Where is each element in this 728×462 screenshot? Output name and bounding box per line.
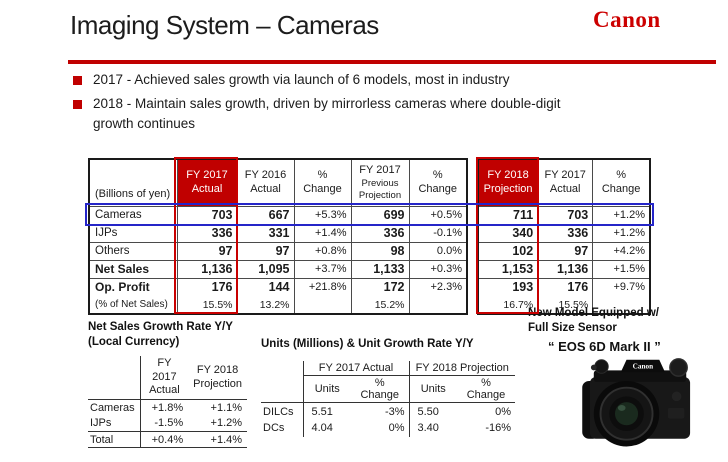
col-header-fy2017-previous-projection: FY 2017 Previous Projection: [350, 158, 410, 207]
financial-table-left: (Billions of yen) FY 2017 Actual FY 2016…: [88, 158, 468, 315]
table-row-cameras: Cameras 703 667 +5.3% 699 +0.5%: [88, 205, 468, 225]
product-caption-line2: Full Size Sensor: [528, 321, 617, 334]
table-row-pct-of-net-sales: (% of Net Sales) 15.5% 13.2% 15.2%: [88, 296, 468, 315]
camera-brand-label: Canon: [633, 362, 653, 370]
group-header-row: FY 2017 Actual FY 2018 Projection: [261, 360, 515, 377]
canon-logo: Canon: [593, 7, 661, 32]
growth-table-subtitle: (Local Currency): [88, 335, 180, 348]
table-row-ijps: 340 336 +1.2%: [477, 223, 651, 243]
col-header-fy2017-actual: FY 2017 Actual: [140, 355, 189, 401]
bullet-item: 2018 - Maintain sales growth, driven by …: [73, 94, 693, 135]
camera-shutter-button: [590, 364, 597, 371]
bullet-line: growth continues: [93, 116, 196, 132]
col-header-units: Units: [303, 375, 351, 404]
table-row-op-profit: 193 176 +9.7%: [477, 277, 651, 296]
bullet-square-icon: [73, 76, 82, 85]
title-rule: [68, 60, 716, 64]
col-header-pct-change: % Change: [592, 158, 651, 207]
table-row-dcs: DCs 4.04 0% 3.40 -16%: [261, 419, 515, 437]
col-header-pct-change: % Change: [351, 375, 410, 404]
bullet-item: 2017 - Achieved sales growth via launch …: [73, 70, 693, 91]
group-header-fy2018-projection: FY 2018 Projection: [409, 360, 515, 377]
bullet-line: 2018 - Maintain sales growth, driven by …: [93, 95, 561, 111]
financial-table: (Billions of yen) FY 2017 Actual FY 2016…: [85, 157, 654, 315]
col-header-units: Units: [409, 375, 457, 404]
page-title: Imaging System – Cameras: [70, 10, 379, 40]
col-header-pct-change: % Change: [293, 158, 352, 207]
camera-pentaprism: [620, 359, 666, 373]
col-header-pct-change: % Change: [457, 375, 515, 404]
product-panel: New Model Equipped w/ Full Size Sensor “…: [528, 306, 723, 354]
bullet-square-icon: [73, 99, 82, 109]
table-row-net-sales: 1,153 1,136 +1.5%: [477, 259, 651, 279]
table-row-op-profit: Op. Profit 176 144 +21.8% 172 +2.3%: [88, 277, 468, 296]
camera-image: Canon: [582, 358, 691, 447]
header-row: FY 2017 Actual FY 2018 Projection: [88, 355, 248, 401]
table-row-net-sales: Net Sales 1,136 1,095 +3.7% 1,133 +0.3%: [88, 259, 468, 279]
growth-table-title: Net Sales Growth Rate Y/Y: [88, 321, 233, 333]
group-header-fy2017-actual: FY 2017 Actual: [303, 360, 410, 377]
col-header-fy2017-actual: FY 2017 Actual: [537, 158, 594, 207]
col-header-fy2018-projection: FY 2018 Projection: [188, 355, 248, 401]
sub-header-row: Units % Change Units % Change: [261, 375, 515, 404]
units-table: FY 2017 Actual FY 2018 Projection Units …: [261, 360, 515, 437]
table-row-others: 102 97 +4.2%: [477, 241, 651, 261]
unit-label: (Billions of yen): [88, 158, 178, 207]
table-row-ijps: IJPs -1.5% +1.2%: [88, 415, 247, 432]
col-header-fy2018-projection: FY 2018 Projection: [477, 158, 539, 207]
table-row-dilcs: DILCs 5.51 -3% 5.50 0%: [261, 402, 515, 420]
financial-table-right: FY 2018 Projection FY 2017 Actual % Chan…: [477, 158, 651, 315]
header-row: (Billions of yen) FY 2017 Actual FY 2016…: [88, 158, 468, 207]
units-table-title: Units (Millions) & Unit Growth Rate Y/Y: [261, 338, 474, 350]
bullet-text: 2018 - Maintain sales growth, driven by …: [93, 94, 560, 135]
product-model-name: “ EOS 6D Mark II ”: [548, 338, 661, 354]
table-row-total: Total +0.4% +1.4%: [88, 431, 248, 449]
table-row-others: Others 97 97 +0.8% 98 0.0%: [88, 241, 468, 261]
col-header-pct-change: % Change: [408, 158, 468, 207]
camera-mode-dial: [669, 358, 688, 377]
header-row: FY 2018 Projection FY 2017 Actual % Chan…: [477, 158, 651, 207]
col-header-fy2016-actual: FY 2016 Actual: [236, 158, 295, 207]
table-row-cameras: Cameras +1.8% +1.1%: [88, 399, 247, 416]
units-panel: Units (Millions) & Unit Growth Rate Y/Y …: [261, 337, 515, 437]
table-row-cameras: 711 703 +1.2%: [477, 205, 651, 225]
bullet-text: 2017 - Achieved sales growth via launch …: [93, 70, 509, 91]
table-row-ijps: IJPs 336 331 +1.4% 336 -0.1%: [88, 223, 468, 243]
col-header-fy2017-actual: FY 2017 Actual: [176, 158, 238, 207]
bullet-line: 2017 - Achieved sales growth via launch …: [93, 72, 510, 87]
product-caption-line1: New Model Equipped w/: [528, 307, 659, 319]
net-sales-growth-panel: Net Sales Growth Rate Y/Y (Local Currenc…: [88, 320, 248, 449]
bullet-list: 2017 - Achieved sales growth via launch …: [73, 70, 693, 138]
growth-table: FY 2017 Actual FY 2018 Projection Camera…: [88, 355, 248, 449]
